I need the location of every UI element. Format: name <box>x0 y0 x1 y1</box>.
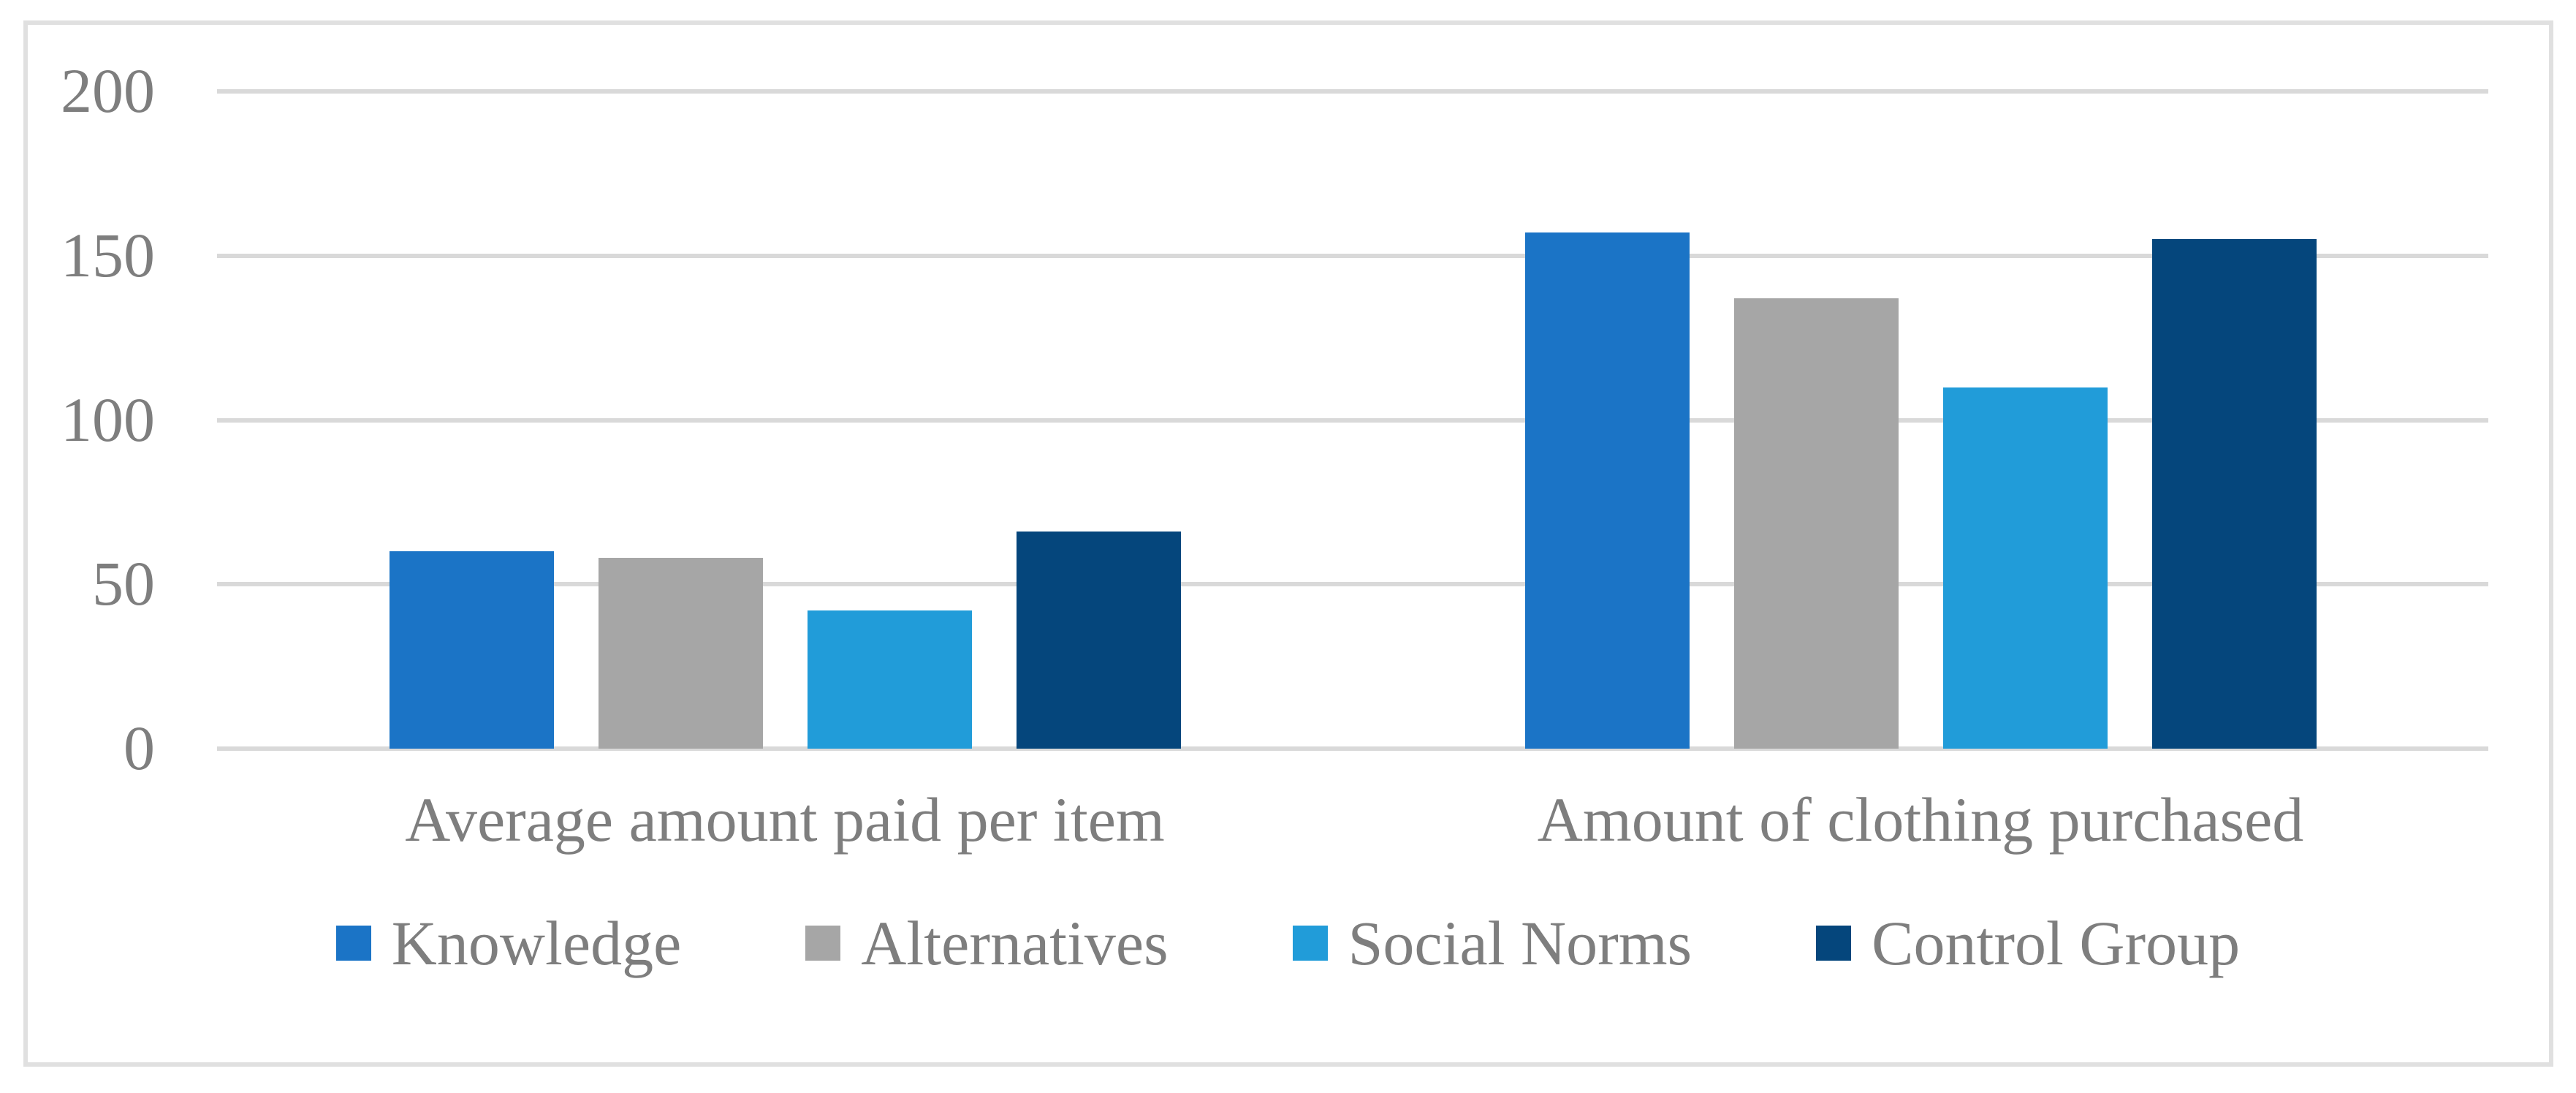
legend-label-alternatives: Alternatives <box>861 908 1169 978</box>
gridline-100 <box>217 417 2488 423</box>
legend-label-control-group: Control Group <box>1872 908 2241 978</box>
legend-item-control-group: Control Group <box>1816 909 2240 978</box>
y-axis: 0 50 100 150 200 <box>0 59 155 779</box>
bar-group-amount-of-clothing-purchased <box>1353 91 2488 749</box>
gridline-0 <box>217 746 2488 751</box>
legend-label-knowledge: Knowledge <box>391 908 682 978</box>
legend: Knowledge Alternatives Social Norms Control… <box>0 909 2576 978</box>
legend-swatch-knowledge <box>335 926 371 961</box>
legend-swatch-control-group <box>1816 926 1852 961</box>
category-label-amount-of-clothing-purchased: Amount of clothing purchased <box>1537 784 2304 855</box>
gridline-200 <box>217 89 2488 94</box>
bar-alternatives-average-amount-paid-per-item <box>598 558 763 749</box>
bar-knowledge-amount-of-clothing-purchased <box>1524 232 1690 749</box>
bar-control-group-amount-of-clothing-purchased <box>2151 239 2317 749</box>
bar-social-norms-amount-of-clothing-purchased <box>1942 387 2108 749</box>
y-axis-tick-label-0: 0 <box>124 713 155 784</box>
bar-control-group-average-amount-paid-per-item <box>1016 532 1181 749</box>
y-axis-tick-label-100: 100 <box>61 384 155 455</box>
y-axis-tick-label-50: 50 <box>92 548 155 619</box>
legend-swatch-alternatives <box>805 926 841 961</box>
gridline-150 <box>217 253 2488 258</box>
bar-social-norms-average-amount-paid-per-item <box>807 610 972 749</box>
plot-area <box>217 89 2488 751</box>
bar-group-average-amount-paid-per-item <box>217 91 1353 749</box>
category-labels: Average amount paid per item Amount of cl… <box>217 784 2488 856</box>
legend-item-social-norms: Social Norms <box>1292 908 1692 978</box>
gridline-50 <box>217 582 2488 587</box>
category-label-average-amount-paid-per-item: Average amount paid per item <box>405 784 1165 855</box>
y-axis-tick-label-150: 150 <box>61 219 155 290</box>
legend-label-social-norms: Social Norms <box>1348 908 1692 978</box>
bar-knowledge-average-amount-paid-per-item <box>389 551 554 749</box>
legend-item-alternatives: Alternatives <box>805 908 1169 978</box>
bar-alternatives-amount-of-clothing-purchased <box>1733 298 1899 749</box>
y-axis-tick-label-200: 200 <box>61 56 155 126</box>
legend-swatch-social-norms <box>1292 926 1328 961</box>
chart-frame <box>23 20 2553 1067</box>
bar-groups <box>217 91 2488 749</box>
legend-item-knowledge: Knowledge <box>335 908 682 978</box>
